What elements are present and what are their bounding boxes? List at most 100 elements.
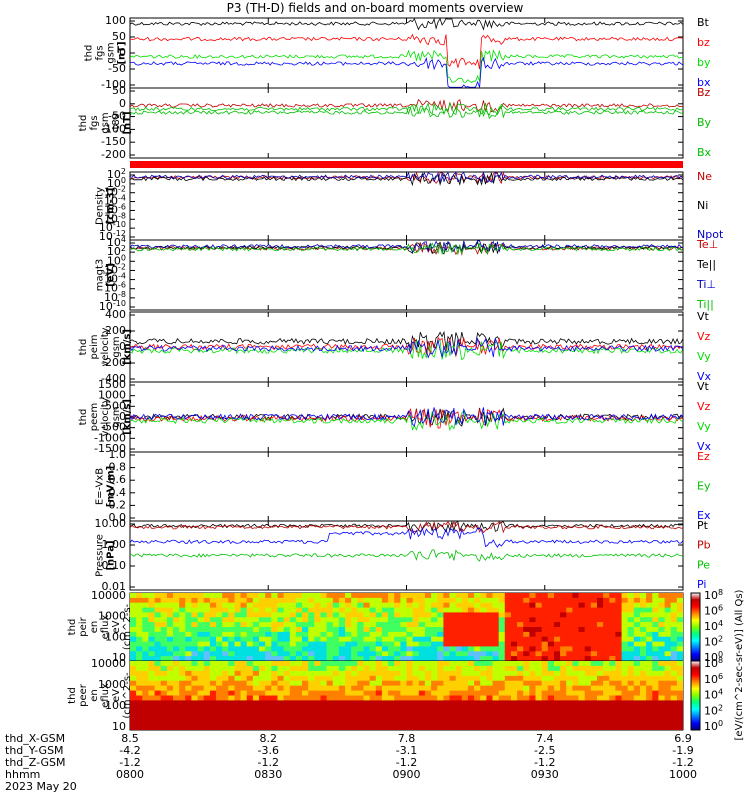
heatmap-cell <box>541 651 549 657</box>
heatmap-cell <box>627 685 635 692</box>
heatmap-cell <box>302 627 309 633</box>
heatmap-cell <box>461 690 469 697</box>
heatmap-cell <box>345 622 352 628</box>
heatmap-cell <box>375 597 383 604</box>
heatmap-cell <box>252 685 260 692</box>
heatmap-cell <box>363 602 371 609</box>
heatmap-cell <box>314 715 321 721</box>
heatmap-cell <box>597 685 604 692</box>
heatmap-cell <box>302 690 309 697</box>
ytick-label: -1000 <box>94 431 126 444</box>
heatmap-cell <box>560 656 567 661</box>
heatmap-cell <box>295 607 303 614</box>
heatmap-cell <box>320 665 328 672</box>
heatmap-cell <box>246 607 254 614</box>
heatmap-cell <box>437 597 444 604</box>
heatmap-cell <box>578 725 586 730</box>
heatmap-cell <box>191 622 199 628</box>
heatmap-cell <box>474 661 481 667</box>
heatmap-cell <box>332 602 340 609</box>
heatmap-cell <box>136 690 143 697</box>
heatmap-cell <box>369 612 377 618</box>
heatmap-cell <box>529 661 537 667</box>
heatmap-cell <box>289 593 297 599</box>
heatmap-cell <box>511 593 518 599</box>
heatmap-cell <box>547 617 555 623</box>
heatmap-cell <box>449 631 457 638</box>
heatmap-cell <box>603 627 610 633</box>
heatmap-cell <box>486 670 494 677</box>
heatmap-cell <box>357 622 364 628</box>
heatmap-cell <box>646 627 653 633</box>
heatmap-cell <box>381 690 389 697</box>
heatmap-cell <box>240 685 248 692</box>
heatmap-cell <box>467 627 475 633</box>
heatmap-cell <box>302 631 309 638</box>
heatmap-cell <box>154 641 162 648</box>
heatmap-cell <box>560 617 567 623</box>
heatmap-cell <box>474 656 481 661</box>
heatmap-cell <box>234 665 242 672</box>
heatmap-cell <box>480 617 487 623</box>
heatmap-cell <box>412 661 420 667</box>
heatmap-cell <box>424 627 432 633</box>
heatmap-cell <box>381 715 389 721</box>
heatmap-cell <box>431 720 438 726</box>
heatmap-cell <box>492 665 500 672</box>
heatmap-cell <box>431 631 438 638</box>
footer-value: -4.2 <box>119 744 140 757</box>
heatmap-cell <box>265 612 272 618</box>
heatmap-cell <box>498 675 506 682</box>
ytick-label: 50 <box>112 84 126 97</box>
heatmap-cell <box>222 685 229 692</box>
heatmap-cell <box>345 651 352 657</box>
heatmap-cell <box>295 612 303 618</box>
heatmap-cell <box>388 597 395 604</box>
heatmap-cell <box>295 685 303 692</box>
heatmap-cell <box>504 651 512 657</box>
heatmap-cell <box>197 617 205 623</box>
heatmap-cell <box>652 617 659 623</box>
heatmap-cell <box>345 612 352 618</box>
heatmap-cell <box>197 720 205 726</box>
heatmap-cell <box>166 705 174 711</box>
heatmap-cell <box>498 685 506 692</box>
heatmap-cell <box>633 675 641 682</box>
heatmap-cell <box>676 607 683 614</box>
heatmap-cell <box>160 602 168 609</box>
heatmap-cell <box>492 631 500 638</box>
heatmap-cell <box>615 690 623 697</box>
heatmap-cell <box>560 597 567 604</box>
heatmap-cell <box>240 661 248 667</box>
heatmap-cell <box>277 705 285 711</box>
heatmap-cell <box>283 670 291 677</box>
heatmap-cell <box>523 622 530 628</box>
heatmap-cell <box>621 622 629 628</box>
heatmap-cell <box>467 685 475 692</box>
ylabel: thd peim velocity gsm [km/s] <box>78 327 133 366</box>
heatmap-cell <box>130 690 137 697</box>
heatmap-cell <box>209 607 217 614</box>
heatmap-cell <box>627 627 635 633</box>
heatmap-cell <box>437 720 444 726</box>
heatmap-cell <box>173 675 180 682</box>
heatmap-cell <box>209 651 217 657</box>
heatmap-cell <box>554 656 561 661</box>
heatmap-cell <box>234 646 242 652</box>
colorbar-tick: 106 <box>704 671 723 686</box>
panel-traces <box>130 661 683 730</box>
heatmap-cell <box>566 690 573 697</box>
heatmap-cell <box>142 607 149 614</box>
heatmap-cell <box>455 675 463 682</box>
heatmap-cell <box>547 675 555 682</box>
heatmap-cell <box>259 627 266 633</box>
heatmap-cell <box>560 631 567 638</box>
heatmap-cell <box>252 593 260 599</box>
heatmap-cell <box>474 695 481 701</box>
heatmap-cell <box>449 665 457 672</box>
heatmap-cell <box>246 627 254 633</box>
heatmap-cell <box>345 597 352 604</box>
heatmap-cell <box>222 597 229 604</box>
heatmap-cell <box>259 665 266 672</box>
heatmap-cell <box>234 636 242 643</box>
